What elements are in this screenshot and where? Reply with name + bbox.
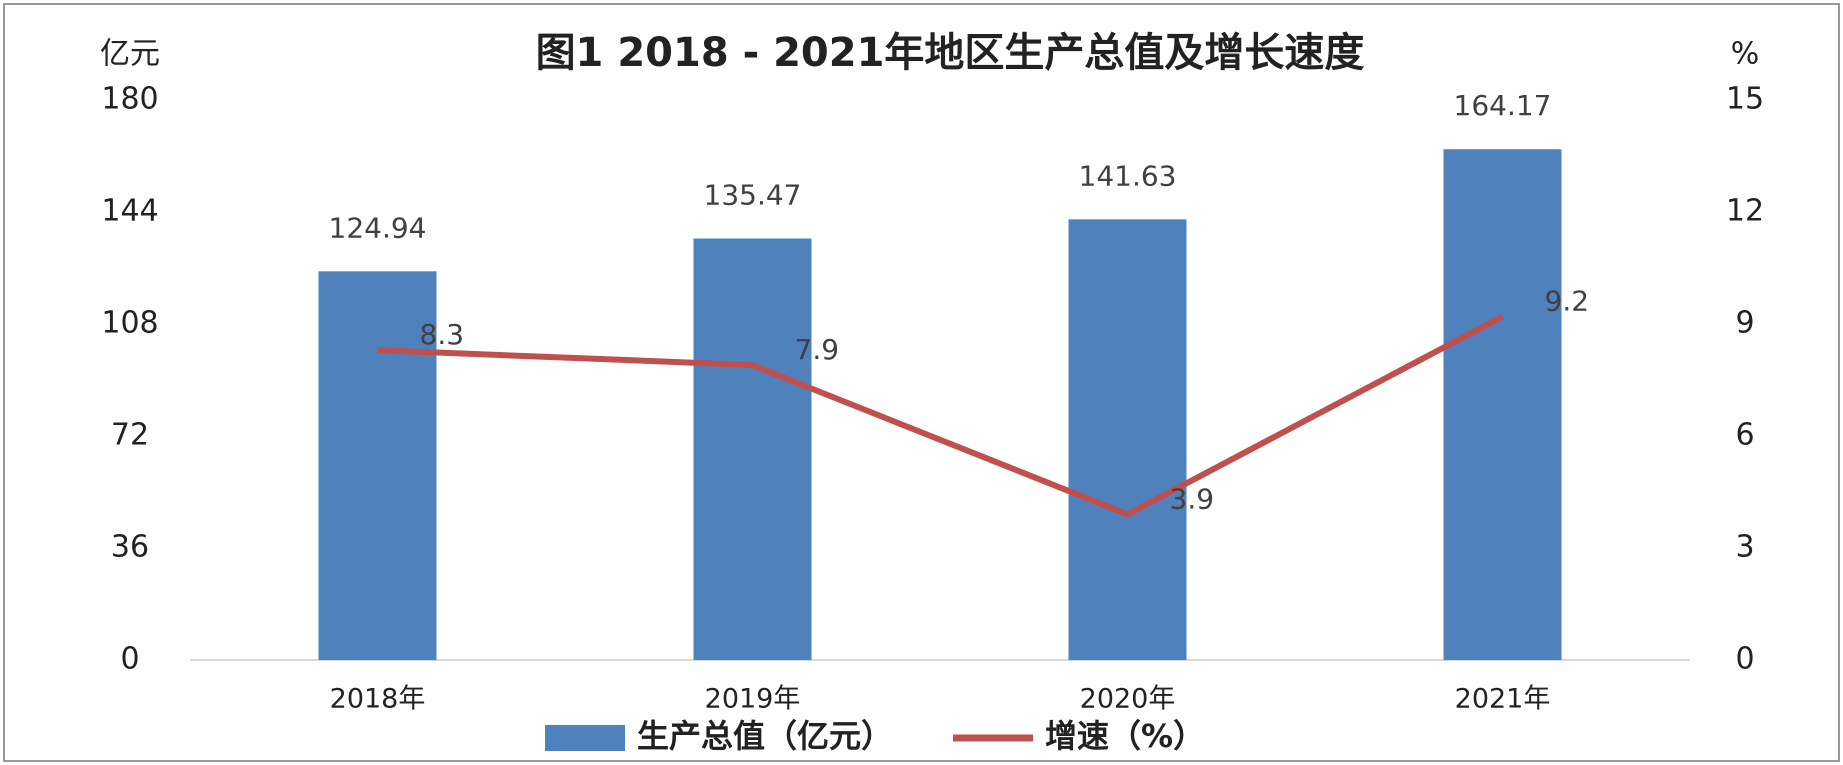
- y2-tick-label: 12: [1726, 194, 1764, 229]
- x-tick-label: 2020年: [1080, 684, 1176, 715]
- y-tick-label: 72: [111, 418, 149, 453]
- legend-label: 增速（%）: [1045, 717, 1205, 755]
- line: [377, 313, 1504, 518]
- data-label: 8.3: [420, 318, 465, 351]
- legend-swatch: [545, 725, 625, 751]
- y-axis-label: 亿元: [100, 37, 160, 72]
- data-label: 124.94: [329, 211, 427, 244]
- data-label: 3.9: [1170, 482, 1215, 515]
- y2-tick-label: 3: [1735, 530, 1754, 565]
- chart-title: 图1 2018 - 2021年地区生产总值及增长速度: [536, 30, 1365, 76]
- data-label: 135.47: [704, 179, 802, 212]
- y-tick-label: 144: [101, 194, 158, 229]
- y2-tick-label: 6: [1735, 418, 1754, 453]
- bar: [1068, 219, 1187, 660]
- bar: [1443, 149, 1562, 660]
- data-label: 9.2: [1545, 285, 1590, 318]
- y2-axis-label: %: [1731, 37, 1760, 72]
- y2-tick-label: 0: [1735, 642, 1754, 677]
- x-tick-label: 2018年: [330, 684, 426, 715]
- x-tick-label: 2019年: [705, 684, 801, 715]
- y-tick-label: 108: [101, 306, 158, 341]
- y-tick-label: 180: [101, 82, 158, 117]
- x-tick-label: 2021年: [1455, 684, 1551, 715]
- y-tick-label: 0: [120, 642, 139, 677]
- y-tick-label: 36: [111, 530, 149, 565]
- data-label: 164.17: [1454, 89, 1552, 122]
- bar: [318, 271, 437, 660]
- y2-tick-label: 15: [1726, 82, 1764, 117]
- y2-tick-label: 9: [1735, 306, 1754, 341]
- data-label: 7.9: [795, 333, 840, 366]
- data-label: 141.63: [1079, 159, 1177, 192]
- legend-label: 生产总值（亿元）: [637, 717, 893, 755]
- bar: [693, 238, 812, 660]
- frame: [3, 3, 1840, 762]
